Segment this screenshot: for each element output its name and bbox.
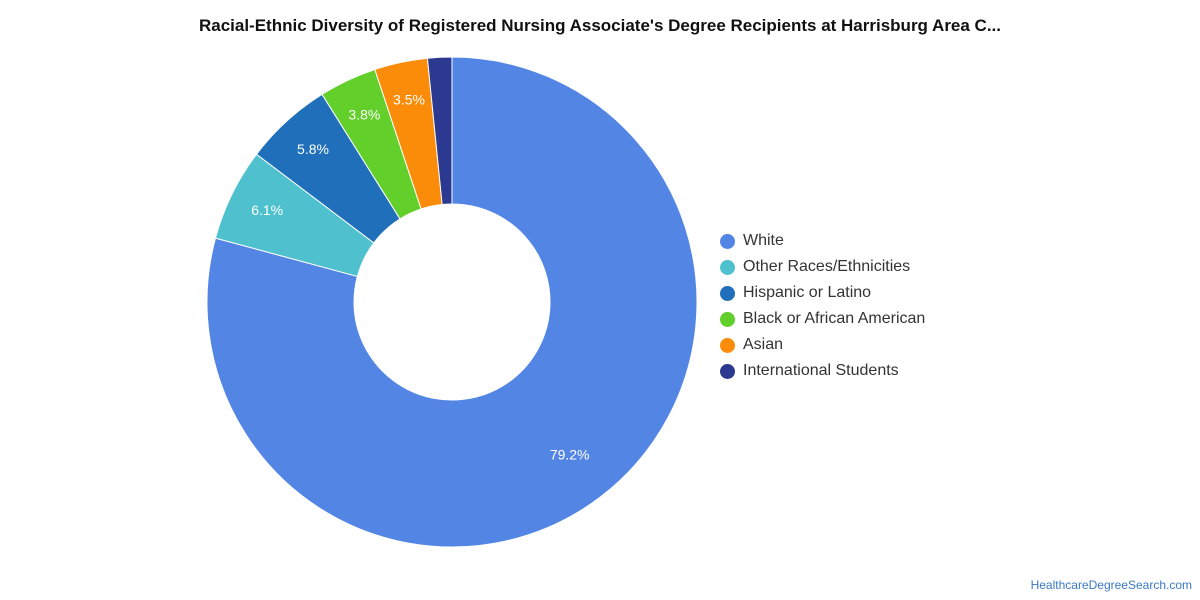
chart-title: Racial-Ethnic Diversity of Registered Nu…	[198, 16, 1002, 35]
pie-slice-international-students[interactable]	[426, 56, 453, 206]
legend-swatch	[720, 259, 735, 275]
slice-value-label: 6.1%	[251, 202, 283, 218]
legend-swatch	[720, 285, 735, 301]
pie-slice-white[interactable]	[206, 56, 698, 548]
legend-item[interactable]: Asian	[720, 332, 925, 358]
legend-item[interactable]: White	[720, 228, 925, 254]
legend-swatch	[720, 311, 735, 327]
legend-label: Other Races/Ethnicities	[743, 258, 911, 275]
legend-swatch	[720, 363, 735, 379]
slice-value-label: 79.2%	[550, 446, 590, 462]
legend-item[interactable]: International Students	[720, 358, 925, 384]
legend-item[interactable]: Hispanic or Latino	[720, 280, 925, 306]
legend-label: Asian	[743, 336, 784, 353]
source-link[interactable]: HealthcareDegreeSearch.com	[1030, 578, 1192, 592]
legend-item[interactable]: Other Races/Ethnicities	[720, 254, 925, 280]
slice-value-label: 5.8%	[297, 141, 329, 157]
legend-swatch	[720, 233, 735, 249]
legend-swatch	[720, 337, 735, 353]
legend-label: White	[743, 232, 784, 249]
legend-label: Hispanic or Latino	[743, 284, 872, 301]
legend-label: Black or African American	[743, 310, 926, 327]
legend-item[interactable]: Black or African American	[720, 306, 925, 332]
slice-value-label: 3.8%	[348, 106, 380, 122]
slice-value-label: 3.5%	[393, 91, 425, 107]
legend-label: International Students	[743, 362, 899, 379]
chart-legend: White Other Races/Ethnicities Hispanic or …	[720, 228, 925, 384]
